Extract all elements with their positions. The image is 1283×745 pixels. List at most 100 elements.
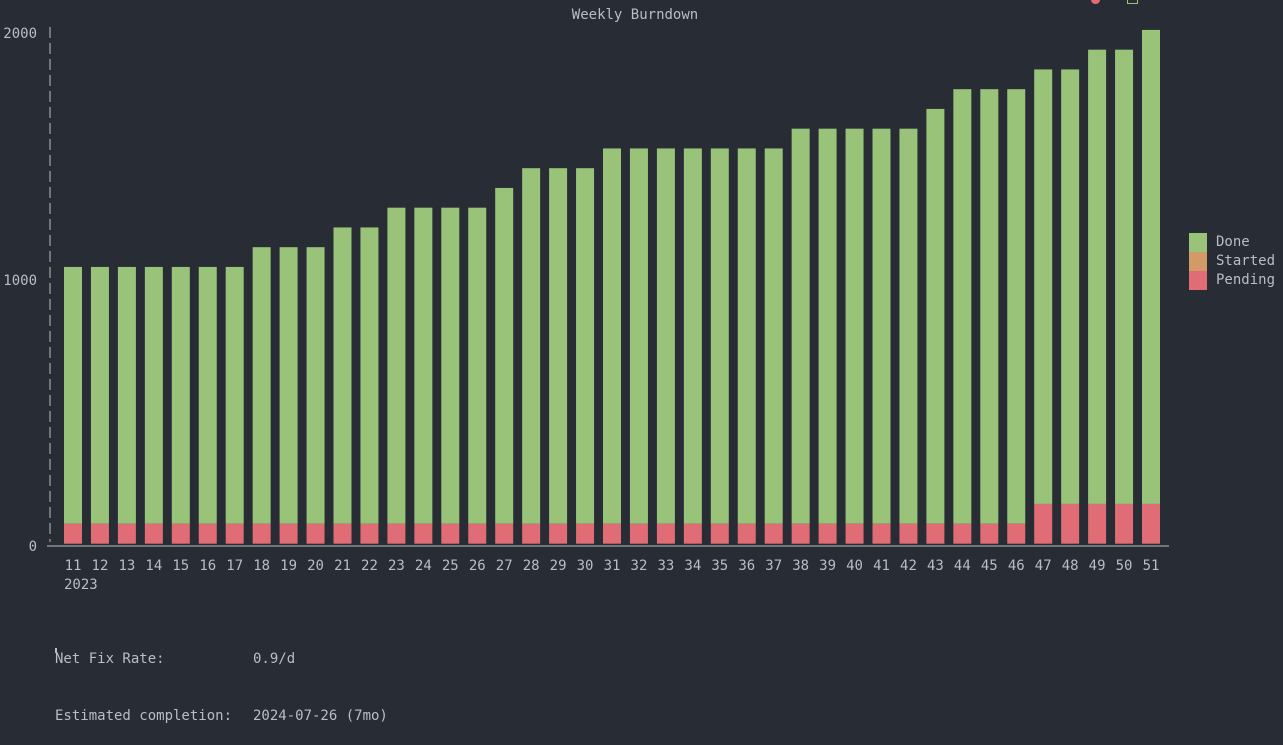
bar-pending-42 [899, 523, 918, 544]
bar-done-46 [1007, 89, 1026, 524]
x-tick-label: 22 [361, 558, 378, 574]
x-tick-label: 35 [711, 558, 728, 574]
x-tick-label: 48 [1062, 558, 1079, 574]
bar-pending-36 [737, 523, 756, 544]
x-tick-label: 31 [604, 558, 621, 574]
burndown-chart: Weekly Burndown 0 1000 2000 11 12 13 14 15 16 17 18… [3, 7, 1169, 593]
x-tick-label: 27 [496, 558, 513, 574]
x-axis-year-label: 2023 [64, 577, 98, 593]
bar-done-28 [522, 168, 541, 524]
bar-pending-45 [980, 523, 999, 544]
x-tick-label: 47 [1035, 558, 1052, 574]
x-tick-label: 42 [900, 558, 917, 574]
y-tick-label: 2000 [3, 26, 37, 42]
legend-label-started: Started [1216, 253, 1276, 269]
bar-pending-41 [872, 523, 891, 544]
bar-pending-24 [414, 523, 433, 544]
bar-pending-38 [791, 523, 810, 544]
bar-pending-50 [1115, 503, 1134, 544]
bar-done-16 [198, 266, 217, 524]
bar-pending-18 [252, 523, 271, 544]
legend-item-pending: Pending [1189, 271, 1275, 290]
bar-done-14 [144, 266, 163, 524]
bar-done-36 [737, 148, 756, 524]
bar-pending-28 [522, 523, 541, 544]
bar-done-45 [980, 89, 999, 524]
chart-legend: Done Started Pending [1189, 233, 1275, 290]
bar-pending-19 [279, 523, 298, 544]
bar-done-11 [64, 266, 82, 524]
x-tick-label: 28 [523, 558, 540, 574]
legend-item-done: Done [1189, 233, 1275, 252]
bar-done-17 [225, 266, 244, 524]
bar-done-22 [360, 227, 379, 524]
bar-done-15 [171, 266, 190, 524]
x-tick-label: 20 [307, 558, 324, 574]
bar-done-12 [90, 266, 109, 524]
completion-value: 2024-07-26 (7mo) [253, 708, 388, 724]
bar-pending-39 [818, 523, 837, 544]
x-tick-label: 23 [388, 558, 405, 574]
status-dot-icon [1091, 0, 1100, 4]
x-tick-label: 38 [792, 558, 809, 574]
legend-item-started: Started [1189, 252, 1275, 271]
bar-pending-14 [144, 523, 163, 544]
bar-pending-43 [926, 523, 945, 544]
x-tick-label: 51 [1143, 558, 1160, 574]
bar-pending-11 [64, 523, 82, 544]
completion-row: Estimated completion: 2024-07-26 (7mo) [55, 707, 388, 726]
bar-pending-25 [441, 523, 460, 544]
bar-done-48 [1061, 69, 1080, 504]
bar-pending-49 [1088, 503, 1107, 544]
x-tick-label: 25 [442, 558, 459, 574]
bar-pending-29 [549, 523, 568, 544]
x-tick-label: 13 [118, 558, 135, 574]
bar-done-20 [306, 247, 325, 524]
x-tick-label: 12 [92, 558, 109, 574]
bar-done-34 [683, 148, 702, 524]
bar-pending-48 [1061, 503, 1080, 544]
chart-title: Weekly Burndown [572, 7, 698, 23]
bar-pending-15 [171, 523, 190, 544]
x-tick-label: 49 [1089, 558, 1106, 574]
bar-done-51 [1142, 29, 1160, 504]
bar-pending-27 [495, 523, 514, 544]
bar-pending-17 [225, 523, 244, 544]
x-tick-label: 18 [253, 558, 270, 574]
bar-pending-20 [306, 523, 325, 544]
x-tick-label: 15 [172, 558, 189, 574]
x-tick-label: 39 [819, 558, 836, 574]
bar-done-27 [495, 187, 514, 524]
bar-pending-44 [953, 523, 972, 544]
bar-pending-47 [1034, 503, 1053, 544]
bar-done-50 [1115, 49, 1134, 504]
x-tick-label: 43 [927, 558, 944, 574]
bar-pending-46 [1007, 523, 1026, 544]
bar-pending-30 [576, 523, 595, 544]
bar-pending-12 [90, 523, 109, 544]
x-tick-label: 37 [765, 558, 782, 574]
x-tick-label: 11 [65, 558, 82, 574]
x-tick-label: 41 [873, 558, 890, 574]
bar-done-44 [953, 89, 972, 524]
bar-done-42 [899, 128, 918, 524]
bar-done-39 [818, 128, 837, 524]
x-tick-label: 19 [280, 558, 297, 574]
bar-done-31 [603, 148, 621, 524]
bar-pending-13 [117, 523, 136, 544]
bar-pending-51 [1142, 503, 1160, 544]
bar-done-13 [117, 266, 136, 524]
x-tick-label: 33 [657, 558, 674, 574]
bar-done-38 [791, 128, 810, 524]
bar-pending-40 [845, 523, 864, 544]
terminal-cursor [55, 648, 57, 653]
bar-done-29 [549, 168, 568, 524]
x-tick-label: 17 [226, 558, 243, 574]
bar-done-37 [764, 148, 783, 524]
bar-done-33 [656, 148, 675, 524]
bar-pending-34 [683, 523, 702, 544]
bar-pending-35 [710, 523, 729, 544]
bar-done-35 [710, 148, 729, 524]
x-tick-label: 30 [577, 558, 594, 574]
x-tick-label: 44 [954, 558, 971, 574]
